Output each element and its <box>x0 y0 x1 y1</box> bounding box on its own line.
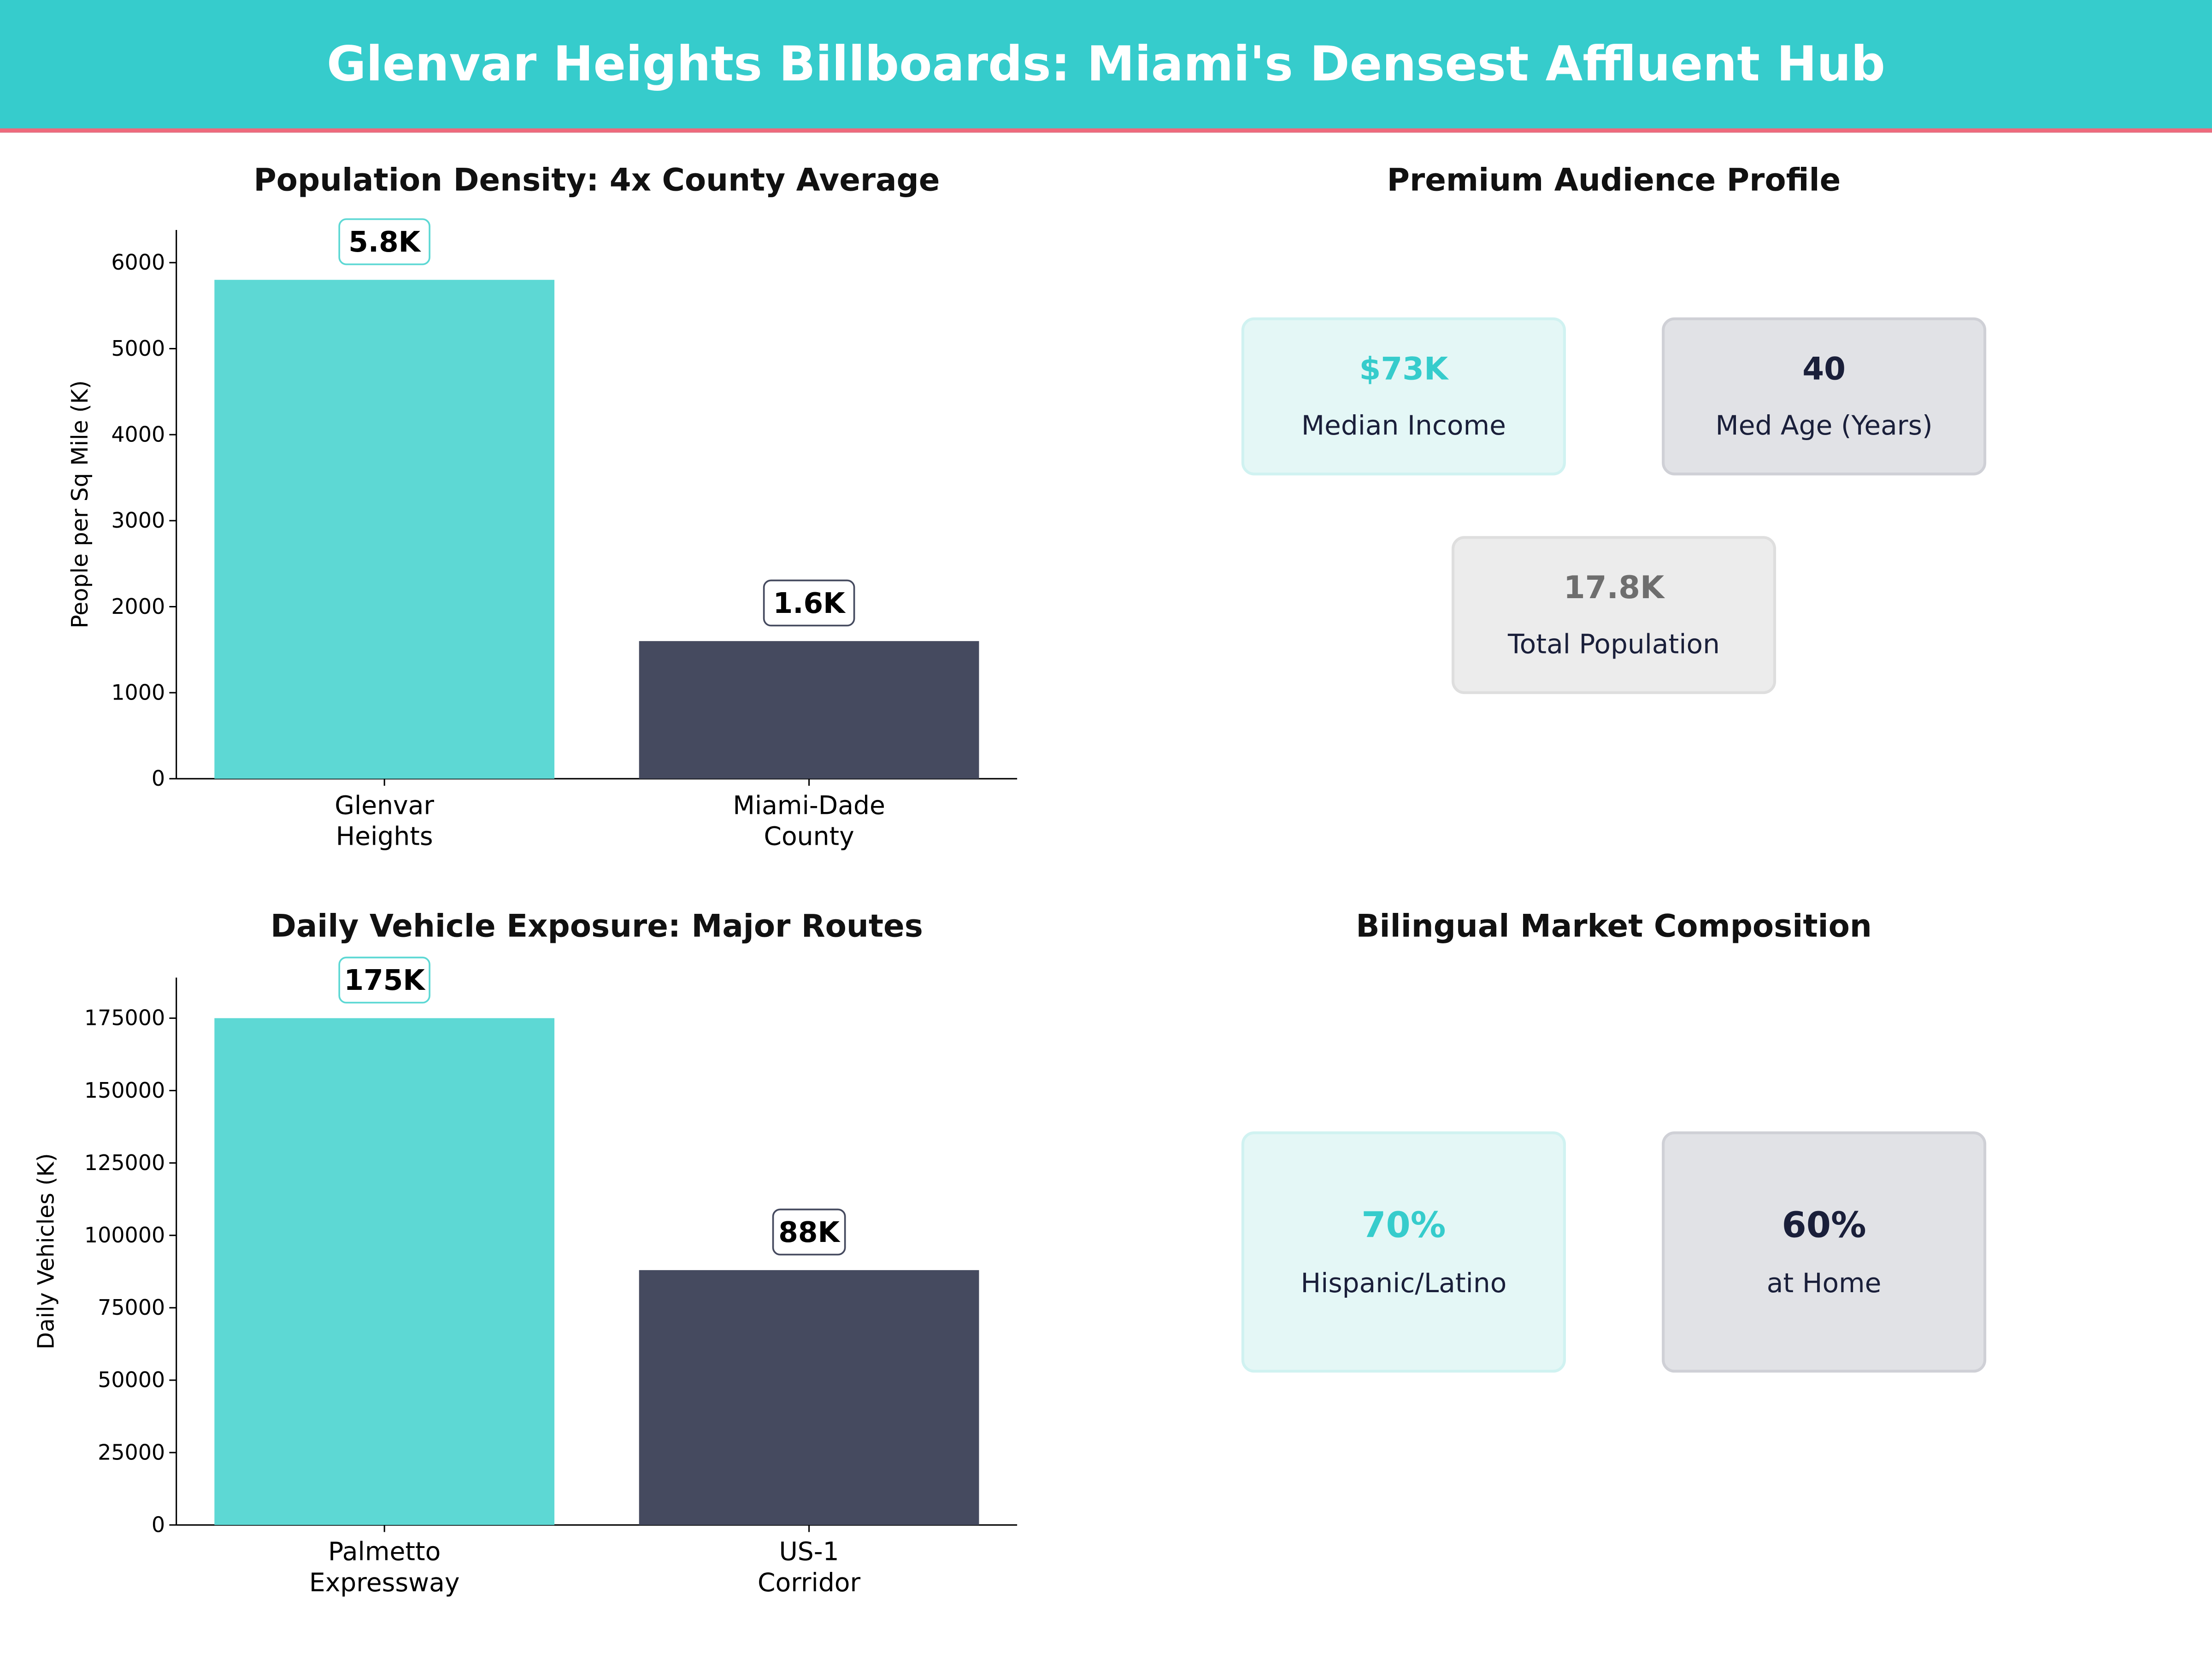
bar <box>214 280 555 779</box>
traffic-chart-title: Daily Vehicle Exposure: Major Routes <box>270 910 923 946</box>
median-age-card: 40 Med Age (Years) <box>1662 317 1987 476</box>
audience-title: Premium Audience Profile <box>1387 164 1841 199</box>
y-tick-label: 1000 <box>111 680 165 705</box>
data-label-box <box>763 579 855 627</box>
y-tick-label: 3000 <box>111 508 165 533</box>
y-tick-label: 125000 <box>84 1150 165 1175</box>
data-label: 175K <box>344 964 426 997</box>
y-tick-label: 100000 <box>84 1223 165 1247</box>
page-title: Glenvar Heights Billboards: Miami's Dens… <box>326 36 1886 93</box>
data-label: 5.8K <box>348 226 421 259</box>
y-tick-label: 4000 <box>111 422 165 447</box>
y-tick-label: 175000 <box>84 1006 165 1030</box>
x-tick-label: Expressway <box>309 1568 460 1597</box>
y-tick-label: 2000 <box>111 594 165 619</box>
spanish-at-home-value: 60% <box>1782 1205 1866 1246</box>
bar <box>639 1270 979 1525</box>
median-income-card: $73K Median Income <box>1241 317 1566 476</box>
y-tick-label: 25000 <box>98 1440 165 1465</box>
x-tick-label: Miami-Dade <box>733 790 885 820</box>
y-tick-label: 50000 <box>98 1367 165 1392</box>
y-tick-label: 6000 <box>111 250 165 275</box>
data-label-box <box>772 1208 846 1256</box>
hispanic-label: Hispanic/Latino <box>1300 1268 1507 1300</box>
total-population-value: 17.8K <box>1563 571 1665 606</box>
spanish-at-home-card: 60% at Home <box>1662 1131 1987 1373</box>
median-income-value: $73K <box>1359 352 1448 388</box>
bar <box>214 1018 555 1525</box>
median-age-value: 40 <box>1802 352 1846 388</box>
data-label-box <box>338 956 430 1004</box>
bar <box>639 641 979 779</box>
median-income-label: Median Income <box>1301 410 1506 441</box>
total-population-card: 17.8K Total Population <box>1451 536 1777 694</box>
y-axis-label: Daily Vehicles (K) <box>33 1153 59 1349</box>
x-tick-label: US-1 <box>779 1537 839 1566</box>
x-tick-label: Glenvar <box>335 790 434 820</box>
y-tick-label: 150000 <box>84 1078 165 1103</box>
y-tick-label: 5000 <box>111 336 165 361</box>
data-label-box <box>338 218 430 265</box>
x-tick-label: County <box>764 822 854 851</box>
x-tick-label: Palmetto <box>328 1537 441 1566</box>
y-tick-label: 75000 <box>98 1295 165 1320</box>
data-label: 88K <box>778 1216 841 1249</box>
data-label: 1.6K <box>773 587 846 620</box>
y-tick-label: 0 <box>152 766 165 791</box>
y-tick-label: 0 <box>152 1512 165 1537</box>
header-banner: Glenvar Heights Billboards: Miami's Dens… <box>0 0 2212 133</box>
density-chart-title: Population Density: 4x County Average <box>253 164 940 199</box>
x-tick-label: Corridor <box>758 1568 860 1597</box>
hispanic-value: 70% <box>1361 1205 1446 1246</box>
bilingual-title: Bilingual Market Composition <box>1356 910 1872 946</box>
hispanic-card: 70% Hispanic/Latino <box>1241 1131 1566 1373</box>
x-tick-label: Heights <box>336 822 433 851</box>
spanish-at-home-label: at Home <box>1766 1268 1882 1300</box>
y-axis-label: People per Sq Mile (K) <box>67 380 93 628</box>
median-age-label: Med Age (Years) <box>1715 410 1933 441</box>
total-population-label: Total Population <box>1508 628 1720 660</box>
